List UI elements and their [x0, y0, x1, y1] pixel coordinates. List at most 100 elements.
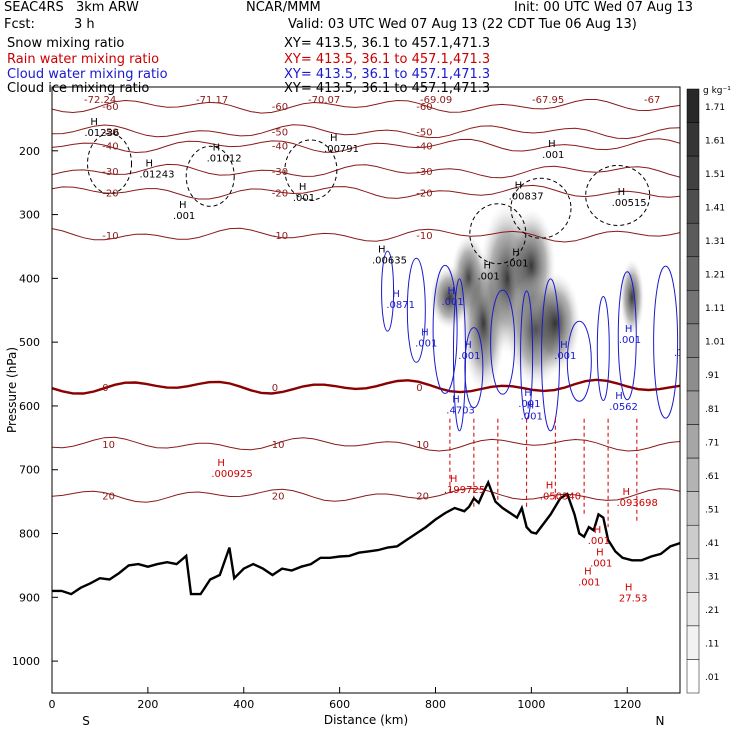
cloud-water-contour — [432, 264, 458, 394]
max-marker: H — [483, 260, 491, 271]
isotherm-label: 20 — [272, 491, 285, 502]
max-value-label: .00837 — [509, 192, 544, 203]
hydrometeor-contours — [87, 133, 679, 528]
x-axis-label: Distance (km) — [324, 713, 408, 727]
isotherm-label: -40 — [102, 142, 118, 153]
x-tick-label: 200 — [137, 698, 158, 711]
north-label: N — [656, 714, 665, 728]
max-marker: H — [450, 474, 458, 485]
max-value-label: .001 — [458, 351, 480, 362]
isotherm-label: -30 — [416, 167, 432, 178]
colorbar-unit: g kg⁻¹ — [703, 86, 731, 96]
temperature-contours: -60 -60 -60 -50 -50 -50 -40 -40 -40 -30 -30 -30 -20 -… — [52, 99, 680, 503]
colorbar-swatch — [686, 88, 700, 123]
colorbar-tick-label: 1.61 — [705, 136, 725, 146]
y-tick-label: 300 — [19, 209, 40, 222]
max-value-label: .001 — [173, 211, 195, 222]
colorbar-tick-label: .71 — [705, 438, 719, 448]
max-value-label: 27.53 — [619, 594, 648, 605]
max-value-label: .199725 — [444, 485, 485, 496]
cloud-water-contour — [381, 250, 395, 332]
max-value-label: .001 — [588, 536, 610, 547]
contour-top-label: -72.24 — [84, 95, 116, 106]
max-value-label: .00515 — [612, 198, 647, 209]
isotherm-label: -60 — [272, 102, 288, 113]
max-marker: H — [527, 401, 535, 412]
colorbar-tick-label: .31 — [705, 573, 719, 583]
max-marker: H — [145, 158, 153, 169]
y-tick-label: 700 — [19, 464, 40, 477]
isotherm-label: -20 — [416, 188, 432, 199]
colorbar-tick-label: .01 — [705, 673, 719, 683]
isotherm-label: 0 — [102, 383, 108, 394]
y-tick-label: 600 — [19, 400, 40, 413]
isotherm-line — [52, 487, 680, 503]
max-value-label: .00791 — [324, 144, 359, 155]
max-marker: H — [378, 244, 386, 255]
colorbar-swatch — [686, 524, 700, 560]
max-marker: H — [584, 567, 592, 578]
isotherm-line — [52, 227, 680, 243]
cloud-water-contour — [653, 265, 679, 419]
colorbar-swatch — [686, 357, 700, 392]
isotherm-label: 0 — [272, 383, 278, 394]
isotherm-label: 10 — [416, 440, 429, 451]
colorbar-tick-label: 1.11 — [705, 304, 725, 314]
cloud-water-contour — [406, 257, 426, 363]
model-label: 3km ARW — [76, 0, 139, 15]
colorbar-swatch — [686, 256, 700, 291]
colorbar-swatch — [686, 155, 700, 190]
max-value-label: .01236 — [84, 128, 119, 139]
cloud-ice-contour — [185, 145, 235, 207]
isotherm-label: -30 — [272, 167, 288, 178]
contour-top-label: -67.95 — [532, 95, 564, 106]
terrain-line — [52, 479, 680, 596]
isotherm-label: -10 — [416, 231, 432, 242]
init-time: Init: 00 UTC Wed 07 Aug 13 — [514, 0, 694, 15]
isotherm-label: -40 — [272, 142, 288, 153]
fcst-label: Fcst: — [4, 17, 35, 32]
plot-frame — [51, 86, 681, 694]
max-marker: H — [594, 525, 602, 536]
max-marker: H — [680, 337, 688, 348]
max-marker: H — [560, 340, 568, 351]
cloud-ice-contour — [284, 139, 338, 201]
cloud-water-contour — [464, 327, 484, 409]
colorbar-swatch — [686, 222, 700, 258]
x-tick-label: 0 — [49, 698, 56, 711]
max-marker: H — [596, 547, 604, 558]
cloud-water-contour — [541, 278, 561, 432]
cloud-ice-contour — [87, 133, 133, 195]
y-tick-label: 800 — [19, 528, 40, 541]
max-value-labels: H.01236H.01012H.01243H.00791H.001H.001H.… — [84, 95, 688, 605]
snow-shading — [429, 202, 645, 393]
max-value-label: .0871 — [386, 300, 415, 311]
max-marker: H — [515, 181, 523, 192]
max-value-label: .01243 — [139, 169, 174, 180]
colorbar-tick-label: .21 — [705, 606, 719, 616]
isotherm-line — [52, 184, 680, 200]
max-marker: H — [90, 117, 98, 128]
max-marker: H — [524, 388, 532, 399]
field-xy-cloud-water: XY= 413.5, 36.1 to 457.1,471.3 — [284, 67, 491, 82]
contour-top-label: -69.09 — [420, 95, 452, 106]
max-value-label: .001 — [554, 351, 576, 362]
isotherm-line — [52, 436, 680, 452]
x-tick-label: 400 — [233, 698, 254, 711]
max-value-label: .001 — [578, 578, 600, 589]
isotherm-label: -60 — [416, 102, 432, 113]
colorbar-swatch — [686, 659, 700, 694]
colorbar-swatch — [686, 122, 700, 157]
isotherm-label: -50 — [272, 128, 288, 139]
y-tick-label: 400 — [19, 272, 40, 285]
max-value-label: .000925 — [211, 469, 252, 480]
isotherm-label: 10 — [102, 440, 115, 451]
colorbar-swatch — [686, 424, 700, 459]
max-value-label: .093698 — [616, 498, 657, 509]
colorbar-tick-label: .61 — [705, 472, 719, 482]
field-name-cloud-water: Cloud water mixing ratio — [7, 67, 168, 82]
isotherm-label: -40 — [416, 142, 432, 153]
colorbar-swatch — [686, 290, 700, 325]
max-marker: H — [330, 133, 338, 144]
